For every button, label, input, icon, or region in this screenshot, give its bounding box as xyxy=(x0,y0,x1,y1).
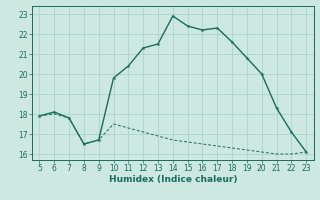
X-axis label: Humidex (Indice chaleur): Humidex (Indice chaleur) xyxy=(108,175,237,184)
